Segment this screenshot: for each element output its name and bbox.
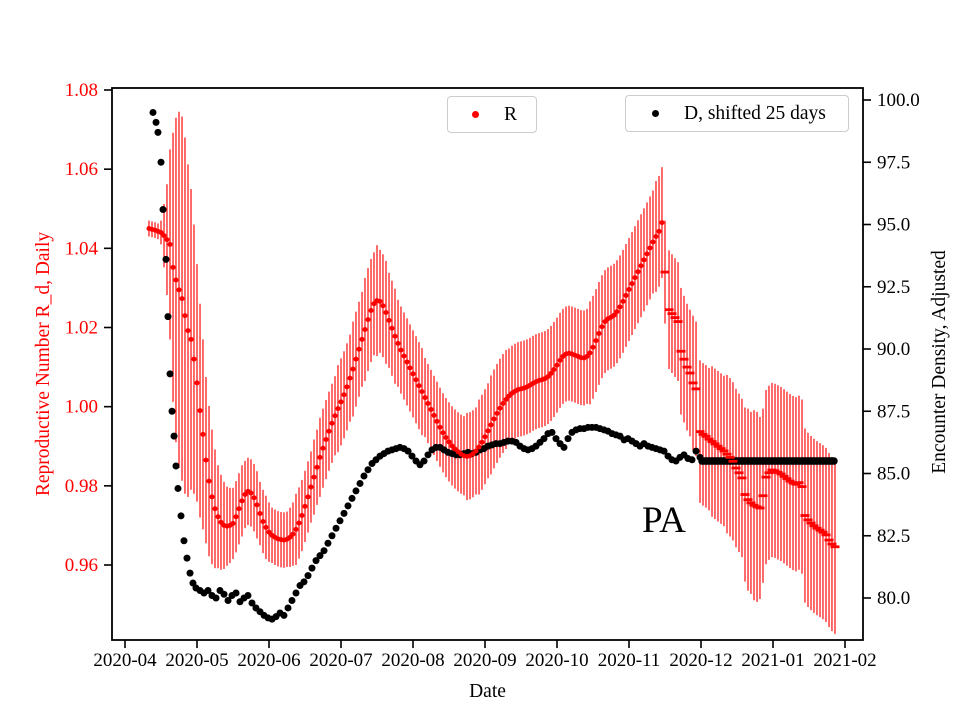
plot-frame <box>111 87 864 641</box>
y-axis-left-ticks: 1.08 1.06 1.04 1.02 1.00 0.98 0.96 <box>65 80 112 576</box>
y-left-tick-label: 1.00 <box>65 397 98 418</box>
x-tick-label: 2021-02 <box>813 650 876 671</box>
x-tick-label: 2020-11 <box>598 650 661 671</box>
y-left-tick-label: 1.08 <box>65 80 98 101</box>
y-right-tick-label: 97.5 <box>877 152 910 173</box>
y-right-tick-label: 95.0 <box>877 215 910 236</box>
y-axis-label-right: Encounter Density, Adjusted <box>929 250 950 474</box>
legend-d: D, shifted 25 days <box>625 95 849 132</box>
x-tick-label: 2020-09 <box>453 650 516 671</box>
x-tick-label: 2020-05 <box>165 650 228 671</box>
y-right-tick-label: 92.5 <box>877 277 910 298</box>
legend-r-label: R <box>504 103 518 125</box>
x-tick-label: 2020-07 <box>309 650 372 671</box>
x-axis-label: Date <box>469 681 506 702</box>
y-left-tick-label: 1.06 <box>65 159 98 180</box>
legend-d-label: D, shifted 25 days <box>684 102 826 124</box>
y-axis-label-left: Reproductive Number R_d, Daily <box>33 231 54 497</box>
x-tick-label: 2020-06 <box>237 650 300 671</box>
legend-r: R <box>447 96 537 133</box>
y-right-tick-label: 100.0 <box>877 90 920 111</box>
d-series-marker-icon <box>652 110 659 117</box>
y-right-tick-label: 82.5 <box>877 526 910 547</box>
x-tick-label: 2021-01 <box>741 650 804 671</box>
x-tick-label: 2020-12 <box>669 650 732 671</box>
y-right-tick-label: 85.0 <box>877 464 910 485</box>
r-series-points <box>146 220 840 549</box>
x-tick-label: 2020-04 <box>93 650 157 671</box>
x-tick-label: 2020-10 <box>525 650 588 671</box>
d-series-points <box>149 108 704 623</box>
y-right-tick-label: 80.0 <box>877 588 910 609</box>
y-axis-right-ticks: 100.0 97.5 95.0 92.5 90.0 87.5 85.0 82.5 80.0 <box>863 90 920 609</box>
y-left-tick-label: 1.04 <box>65 238 99 259</box>
y-right-tick-label: 90.0 <box>877 339 910 360</box>
x-tick-label: 2020-08 <box>381 650 444 671</box>
y-left-tick-label: 0.96 <box>65 555 98 576</box>
y-left-tick-label: 1.02 <box>65 318 98 339</box>
x-axis-ticks: 2020-04 2020-05 2020-06 2020-07 2020-08 2020-… <box>93 640 877 671</box>
y-right-tick-label: 87.5 <box>877 401 910 422</box>
r-series-marker-icon <box>472 111 479 118</box>
r-series-error-bars <box>148 111 836 634</box>
annotation-pa: PA <box>642 500 686 541</box>
y-left-tick-label: 0.98 <box>65 476 98 497</box>
